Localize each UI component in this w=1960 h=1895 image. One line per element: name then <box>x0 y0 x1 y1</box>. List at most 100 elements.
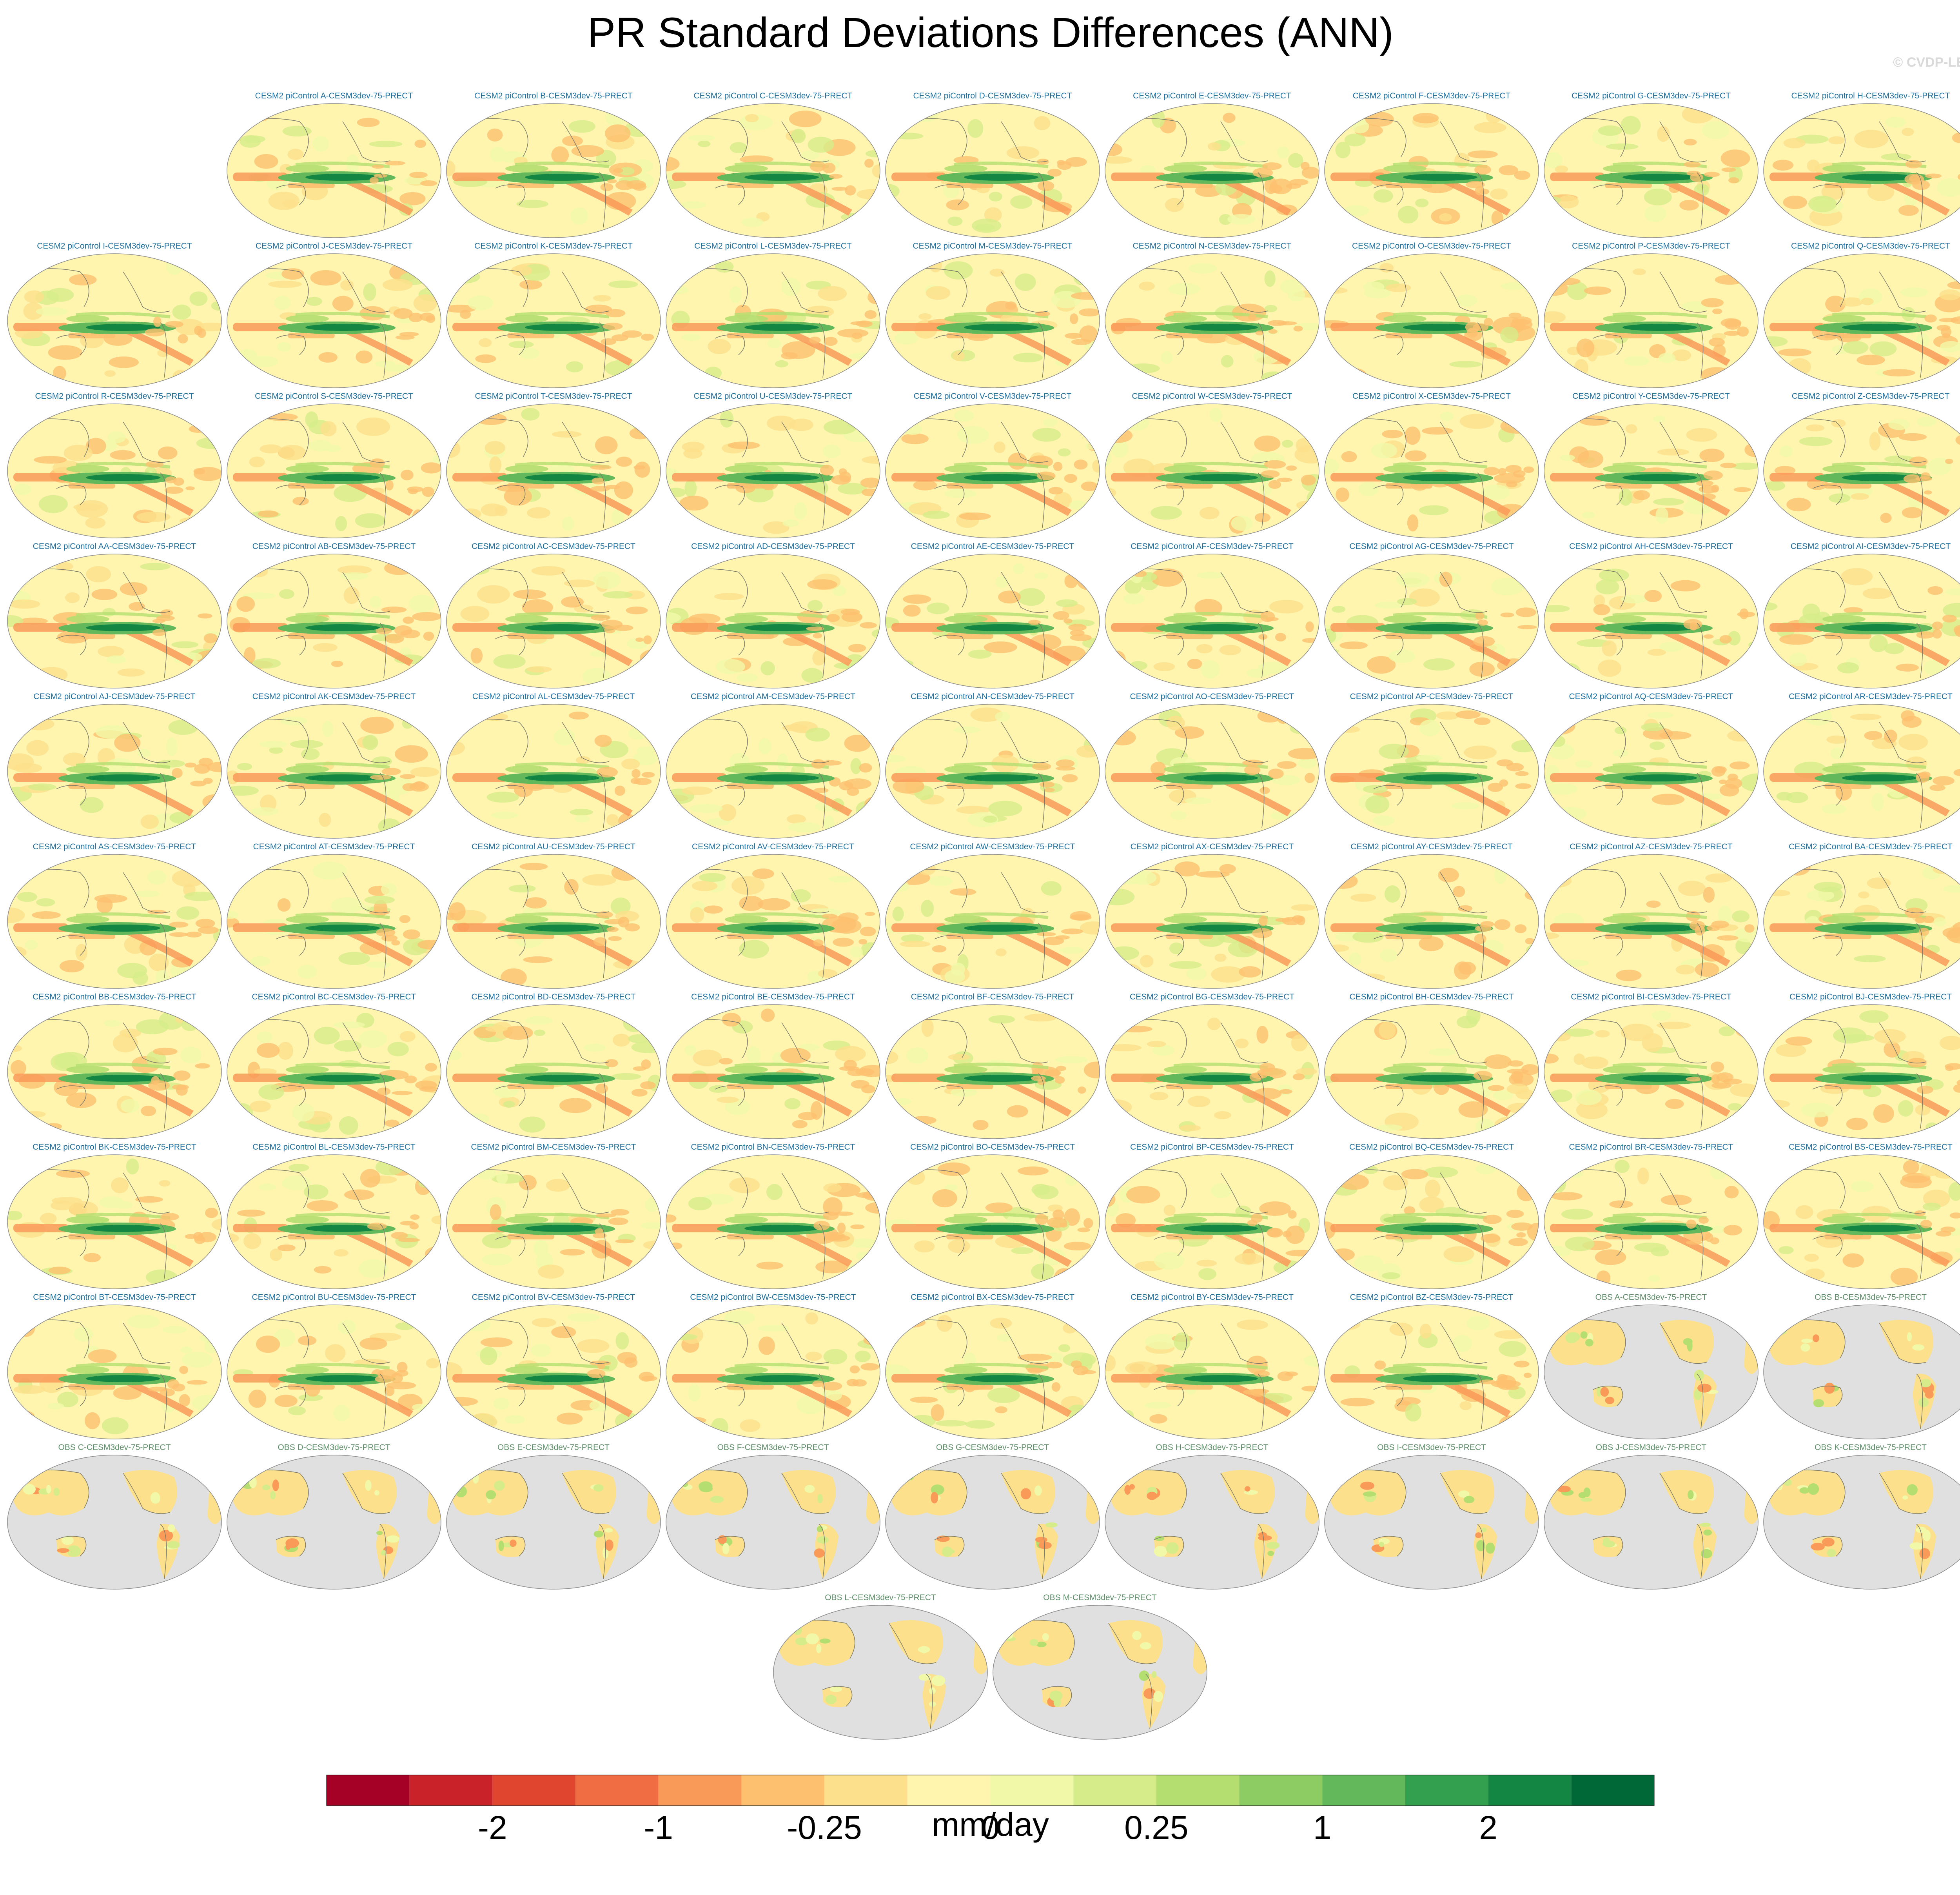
chart-title: PR Standard Deviations Differences (ANN) <box>587 9 1394 56</box>
map-plot <box>1324 103 1539 238</box>
map-panel-label: OBS C-CESM3dev-75-PRECT <box>58 1443 171 1452</box>
map-plot <box>7 704 222 839</box>
map-panel: CESM2 piControl AD-CESM3dev-75-PRECT <box>664 541 882 690</box>
map-plot <box>666 1154 880 1289</box>
map-panel-label: CESM2 piControl T-CESM3dev-75-PRECT <box>475 392 632 401</box>
colorbar-swatch <box>1322 1775 1405 1806</box>
map-panel: OBS H-CESM3dev-75-PRECT <box>1103 1443 1321 1592</box>
map-plot <box>1105 1004 1319 1139</box>
map-panel-label: CESM2 piControl BB-CESM3dev-75-PRECT <box>33 992 196 1001</box>
map-panel-label: CESM2 piControl BV-CESM3dev-75-PRECT <box>472 1293 635 1302</box>
map-panel-label: CESM2 piControl AY-CESM3dev-75-PRECT <box>1350 842 1513 851</box>
map-plot <box>1324 1004 1539 1139</box>
map-plot <box>1544 1305 1759 1439</box>
map-plot <box>7 1004 222 1139</box>
map-panel: CESM2 piControl U-CESM3dev-75-PRECT <box>664 391 882 540</box>
map-panel: OBS F-CESM3dev-75-PRECT <box>664 1443 882 1592</box>
map-panel: CESM2 piControl E-CESM3dev-75-PRECT <box>1103 91 1321 240</box>
map-panel: CESM2 piControl AC-CESM3dev-75-PRECT <box>445 541 662 690</box>
map-panel-label: CESM2 piControl BJ-CESM3dev-75-PRECT <box>1789 992 1952 1001</box>
map-panel-label: CESM2 piControl M-CESM3dev-75-PRECT <box>913 242 1073 251</box>
map-panel-label: CESM2 piControl W-CESM3dev-75-PRECT <box>1132 392 1292 401</box>
map-panel: CESM2 piControl I-CESM3dev-75-PRECT <box>5 241 223 390</box>
colorbar-units: mm/day <box>932 1806 1049 1843</box>
map-panel: CESM2 piControl BV-CESM3dev-75-PRECT <box>445 1292 662 1441</box>
map-plot <box>1763 704 1960 839</box>
map-panel-label: CESM2 piControl R-CESM3dev-75-PRECT <box>35 392 194 401</box>
map-plot <box>7 554 222 689</box>
map-panel-label: CESM2 piControl AN-CESM3dev-75-PRECT <box>911 692 1074 701</box>
map-plot <box>227 103 441 238</box>
map-panel: CESM2 piControl Y-CESM3dev-75-PRECT <box>1542 391 1760 540</box>
map-panel: CESM2 piControl A-CESM3dev-75-PRECT <box>225 91 443 240</box>
colorbar-swatch <box>741 1775 825 1806</box>
map-panel-label: CESM2 piControl AV-CESM3dev-75-PRECT <box>692 842 854 851</box>
map-panel-label: OBS K-CESM3dev-75-PRECT <box>1815 1443 1927 1452</box>
map-panel: CESM2 piControl BW-CESM3dev-75-PRECT <box>664 1292 882 1441</box>
map-panel-label: CESM2 piControl J-CESM3dev-75-PRECT <box>255 242 413 251</box>
map-panel: CESM2 piControl BB-CESM3dev-75-PRECT <box>5 992 223 1141</box>
map-panel-label: CESM2 piControl BG-CESM3dev-75-PRECT <box>1129 992 1295 1001</box>
map-panel-label: CESM2 piControl BM-CESM3dev-75-PRECT <box>471 1143 636 1152</box>
map-plot <box>1105 1154 1319 1289</box>
map-panel: CESM2 piControl BY-CESM3dev-75-PRECT <box>1103 1292 1321 1441</box>
colorbar-swatch <box>327 1775 410 1806</box>
map-panel-label: CESM2 piControl AS-CESM3dev-75-PRECT <box>33 842 196 851</box>
map-plot <box>227 1154 441 1289</box>
map-panel-label: CESM2 piControl Z-CESM3dev-75-PRECT <box>1791 392 1950 401</box>
map-plot <box>885 554 1100 689</box>
map-panel-label: CESM2 piControl BF-CESM3dev-75-PRECT <box>911 992 1074 1001</box>
map-plot <box>666 403 880 538</box>
map-plot <box>446 253 661 388</box>
map-panel: CESM2 piControl AY-CESM3dev-75-PRECT <box>1323 842 1541 991</box>
map-panel-label: CESM2 piControl BU-CESM3dev-75-PRECT <box>252 1293 416 1302</box>
map-plot <box>7 403 222 538</box>
map-plot <box>227 704 441 839</box>
map-panel-label: OBS D-CESM3dev-75-PRECT <box>278 1443 390 1452</box>
map-panel-label: CESM2 piControl AP-CESM3dev-75-PRECT <box>1350 692 1514 701</box>
map-panel: CESM2 piControl O-CESM3dev-75-PRECT <box>1323 241 1541 390</box>
map-panel-label: CESM2 piControl O-CESM3dev-75-PRECT <box>1352 242 1512 251</box>
map-panel: CESM2 piControl AB-CESM3dev-75-PRECT <box>225 541 443 690</box>
map-plot <box>1763 554 1960 689</box>
map-plot <box>1763 1455 1960 1590</box>
map-plot <box>446 554 661 689</box>
map-panel: CESM2 piControl BE-CESM3dev-75-PRECT <box>664 992 882 1141</box>
map-plot <box>1544 854 1759 989</box>
map-plot <box>1105 854 1319 989</box>
map-plot <box>446 854 661 989</box>
map-panel: CESM2 piControl AG-CESM3dev-75-PRECT <box>1323 541 1541 690</box>
map-plot <box>885 1305 1100 1439</box>
map-panel: CESM2 piControl AM-CESM3dev-75-PRECT <box>664 692 882 841</box>
map-plot <box>7 854 222 989</box>
map-plot <box>7 253 222 388</box>
map-panel-grid: CESM2 piControl A-CESM3dev-75-PRECT CESM2… <box>5 91 1960 1742</box>
map-panel: CESM2 piControl S-CESM3dev-75-PRECT <box>225 391 443 540</box>
map-plot <box>1763 854 1960 989</box>
map-panel-label: CESM2 piControl AB-CESM3dev-75-PRECT <box>252 542 416 551</box>
map-panel: CESM2 piControl F-CESM3dev-75-PRECT <box>1323 91 1541 240</box>
map-panel: CESM2 piControl BL-CESM3dev-75-PRECT <box>225 1142 443 1291</box>
map-panel: CESM2 piControl BS-CESM3dev-75-PRECT <box>1762 1142 1960 1291</box>
map-plot <box>7 1455 222 1590</box>
map-panel: CESM2 piControl N-CESM3dev-75-PRECT <box>1103 241 1321 390</box>
map-panel-label: CESM2 piControl AX-CESM3dev-75-PRECT <box>1130 842 1294 851</box>
map-panel: CESM2 piControl BG-CESM3dev-75-PRECT <box>1103 992 1321 1141</box>
map-plot <box>885 1455 1100 1590</box>
map-plot <box>1544 554 1759 689</box>
colorbar-tick-label: -0.25 <box>787 1809 862 1846</box>
colorbar-swatch <box>658 1775 742 1806</box>
map-panel: CESM2 piControl AO-CESM3dev-75-PRECT <box>1103 692 1321 841</box>
map-panel: OBS M-CESM3dev-75-PRECT <box>991 1593 1209 1742</box>
map-panel-label: CESM2 piControl AA-CESM3dev-75-PRECT <box>33 542 196 551</box>
map-panel: CESM2 piControl AS-CESM3dev-75-PRECT <box>5 842 223 991</box>
colorbar-swatch <box>492 1775 576 1806</box>
map-panel: OBS K-CESM3dev-75-PRECT <box>1762 1443 1960 1592</box>
colorbar-swatch <box>1156 1775 1240 1806</box>
map-panel: CESM2 piControl R-CESM3dev-75-PRECT <box>5 391 223 540</box>
map-panel: CESM2 piControl BN-CESM3dev-75-PRECT <box>664 1142 882 1291</box>
map-panel: CESM2 piControl AR-CESM3dev-75-PRECT <box>1762 692 1960 841</box>
map-plot <box>1105 1455 1319 1590</box>
map-plot <box>1324 1455 1539 1590</box>
map-plot <box>227 1305 441 1439</box>
